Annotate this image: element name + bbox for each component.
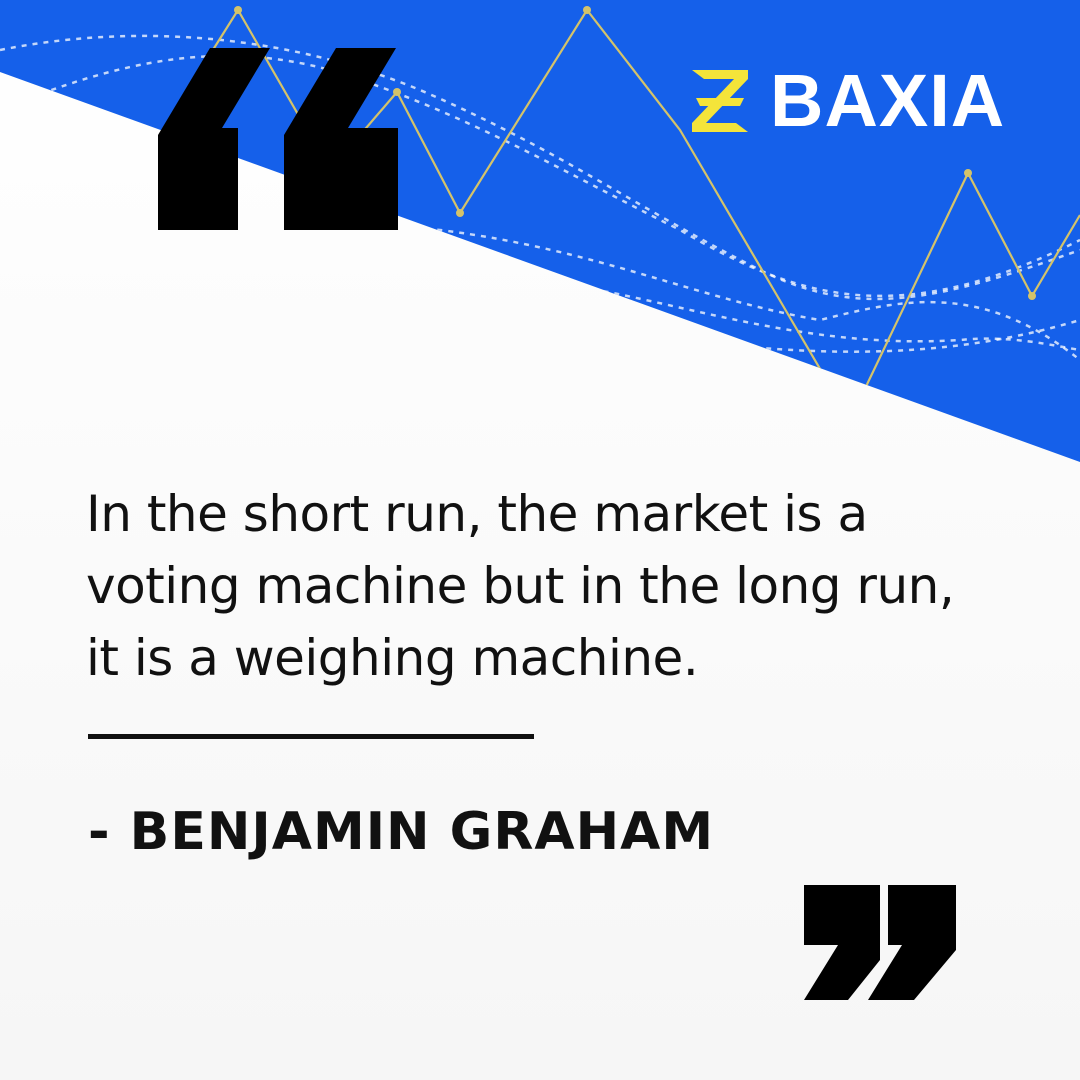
open-quote-icon: [158, 48, 398, 230]
brand-name: BAXIA: [770, 59, 1006, 142]
close-quote-icon: [804, 885, 956, 1000]
quote-line: In the short run, the market is a: [86, 485, 868, 543]
brand-logo: BAXIA: [690, 59, 1006, 142]
quote-line: voting machine but in the long run,: [86, 557, 955, 615]
blue-header-band: [0, 0, 1080, 462]
market-lines: [0, 6, 1080, 423]
quote-text: In the short run, the market is a voting…: [86, 478, 1046, 694]
divider-line: [88, 734, 534, 739]
quote-line: it is a weighing machine.: [86, 629, 699, 687]
baxia-logo-icon: [692, 70, 748, 132]
quote-author: - BENJAMIN GRAHAM: [88, 802, 715, 862]
